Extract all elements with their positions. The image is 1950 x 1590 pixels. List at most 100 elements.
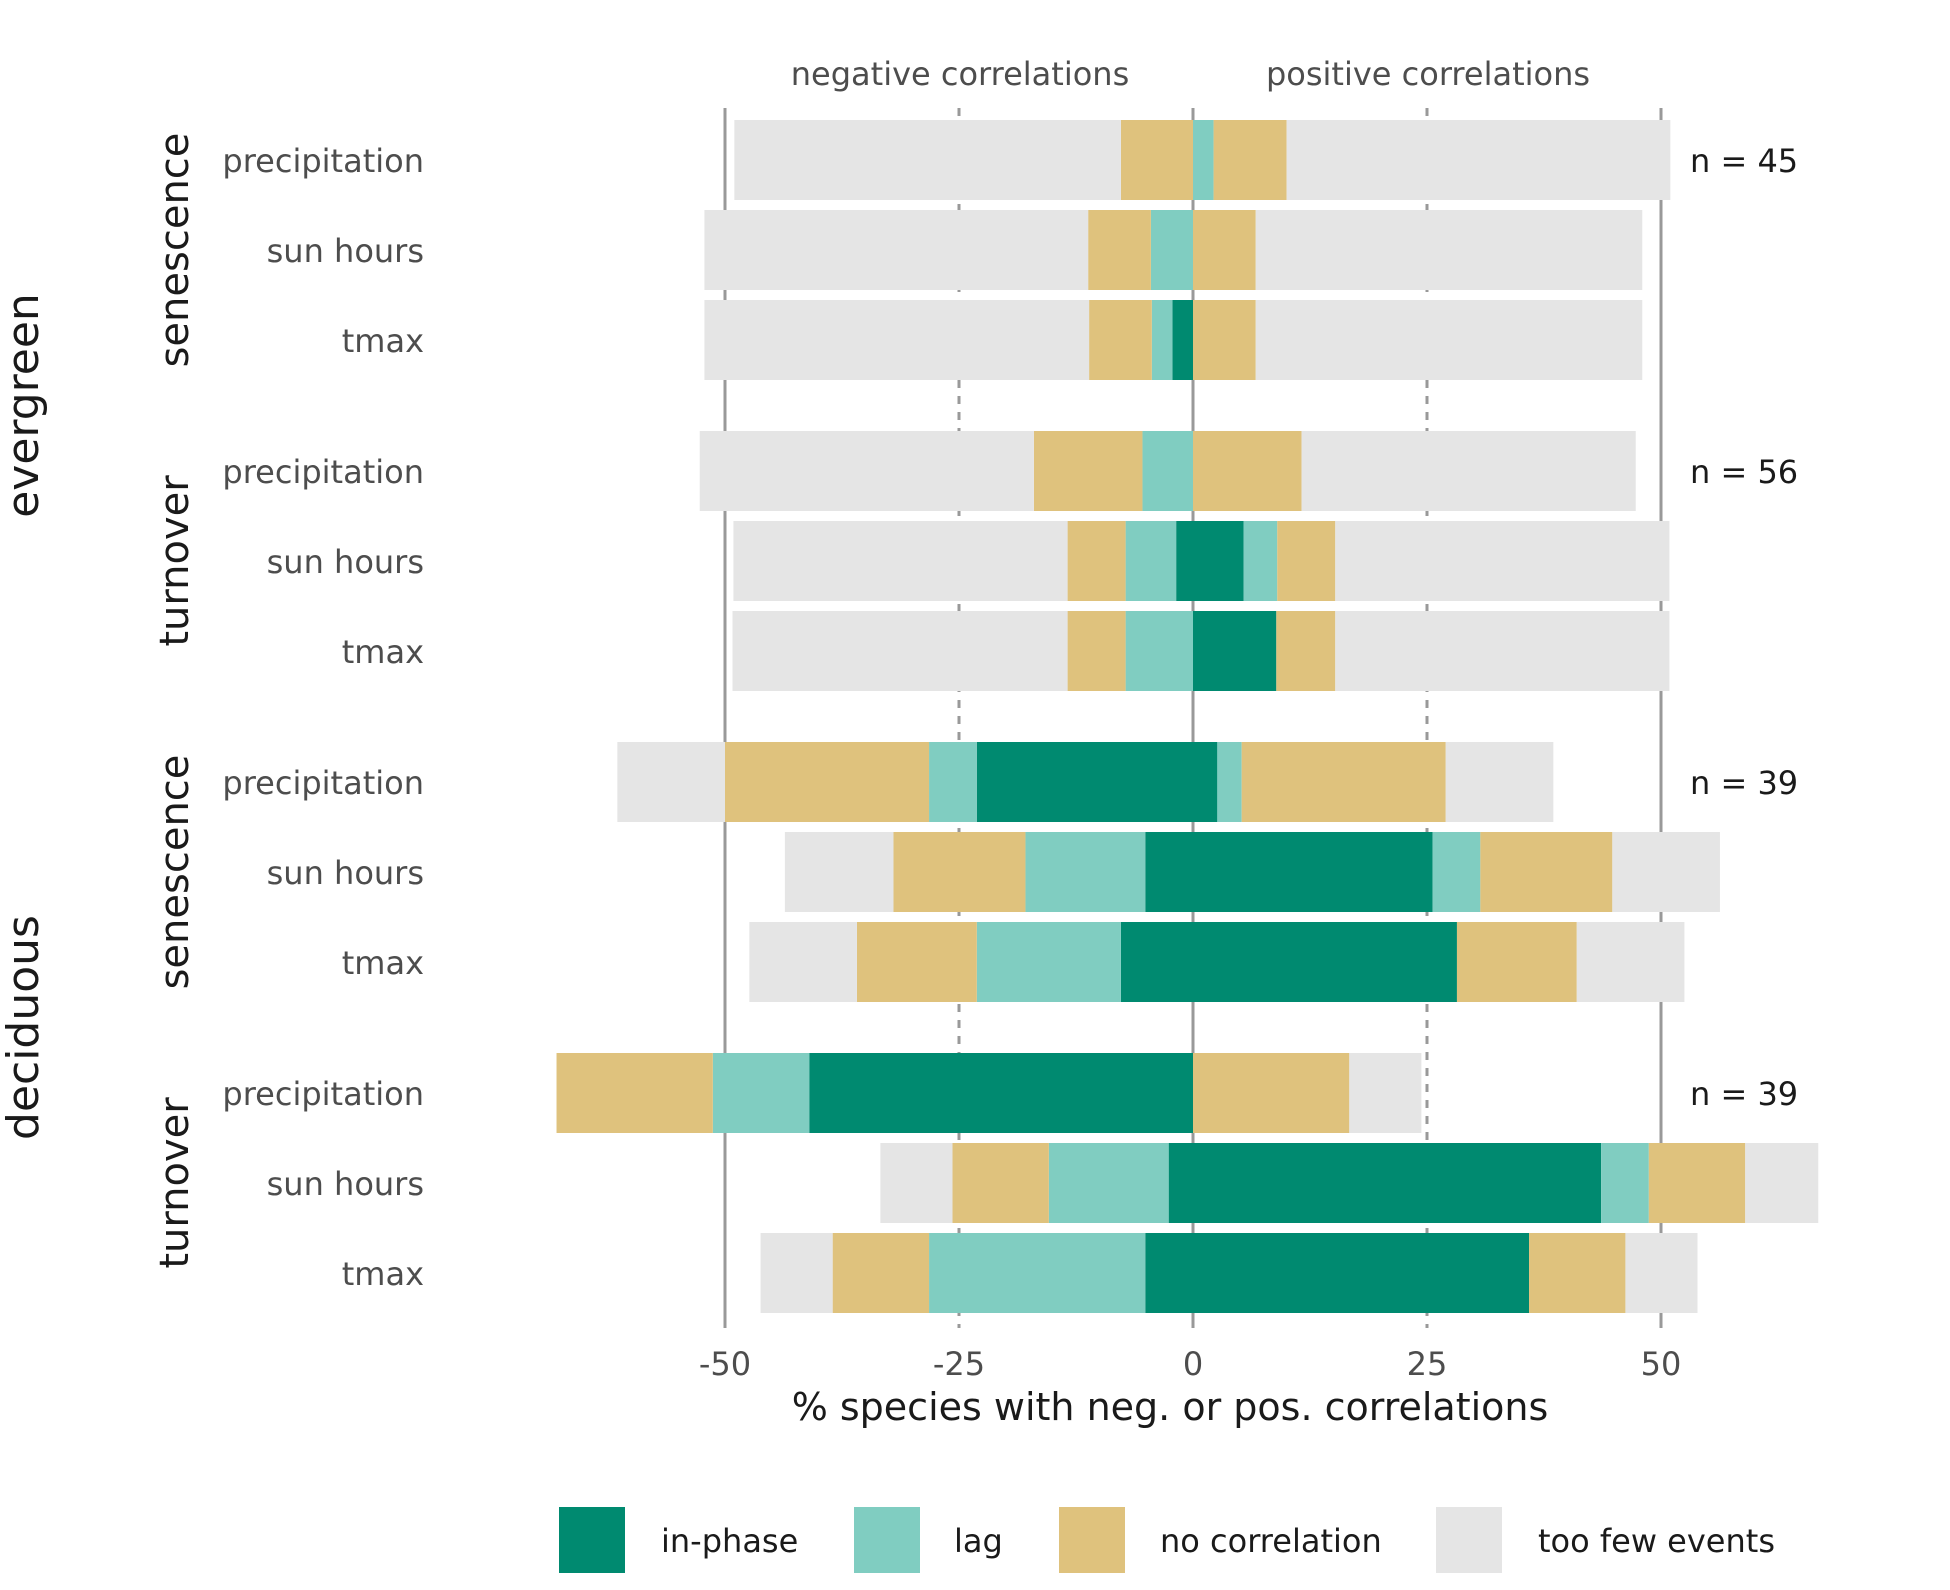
bar-segment-negative [1120, 120, 1193, 200]
bar-segment-negative [734, 120, 1121, 200]
x-tick-label: 50 [1641, 1345, 1682, 1383]
x-tick-label: -25 [933, 1345, 985, 1383]
bar-segment-negative [699, 431, 1034, 511]
legend-label: no correlation [1160, 1522, 1382, 1560]
bar-segment-positive [1349, 1053, 1422, 1133]
bar-segment-positive [1193, 431, 1302, 511]
bar-segment-positive [1193, 120, 1214, 200]
bar-segment-negative [712, 1053, 810, 1133]
bar-segment-positive [1255, 300, 1643, 380]
bar-segment-positive [1255, 210, 1643, 290]
bar-segment-negative [1120, 922, 1193, 1002]
variable-label: tmax [342, 633, 424, 671]
bar-segment-negative [760, 1233, 833, 1313]
bar-segment-negative [784, 832, 894, 912]
bar-segment-positive [1301, 431, 1636, 511]
bar-segment-positive [1241, 742, 1446, 822]
variable-label: tmax [342, 322, 424, 360]
n-count-label: n = 45 [1690, 142, 1798, 180]
bar-segment-negative [1142, 431, 1193, 511]
bar-segment-negative [733, 521, 1068, 601]
variable-label: sun hours [267, 854, 424, 892]
variable-label: sun hours [267, 1165, 424, 1203]
bar-segment-negative [704, 210, 1089, 290]
legend-swatch [557, 1505, 627, 1575]
bar-segment-positive [1745, 1143, 1819, 1223]
variable-label: sun hours [267, 232, 424, 270]
bar-segment-negative [1150, 210, 1193, 290]
bar-segment-negative [1172, 300, 1193, 380]
legend-swatch [1434, 1505, 1504, 1575]
bar-segment-negative [1151, 300, 1173, 380]
bars-layer [556, 120, 1819, 1313]
bar-segment-positive [1213, 120, 1287, 200]
bar-segment-negative [704, 300, 1090, 380]
bar-segment-negative [1067, 611, 1126, 691]
legend-label: lag [954, 1522, 1003, 1560]
bar-segment-positive [1445, 742, 1554, 822]
bar-segment-positive [1193, 300, 1256, 380]
event-label: senescence [152, 133, 198, 368]
x-axis-title: % species with neg. or pos. correlations [792, 1385, 1549, 1429]
bar-segment-negative [929, 742, 977, 822]
bar-segment-negative [1145, 1233, 1193, 1313]
bar-segment-positive [1625, 1233, 1698, 1313]
bar-segment-negative [556, 1053, 713, 1133]
bar-segment-negative [1025, 832, 1146, 912]
bar-segment-positive [1217, 742, 1242, 822]
n-count-label: n = 56 [1690, 453, 1798, 491]
bar-segment-positive [1193, 521, 1244, 601]
event-label: turnover [152, 475, 198, 647]
bar-segment-positive [1277, 521, 1336, 601]
bar-segment-negative [1048, 1143, 1169, 1223]
variable-label: precipitation [222, 764, 424, 802]
variable-label: tmax [342, 1255, 424, 1293]
group-label: evergreen [0, 293, 49, 518]
bar-segment-negative [749, 922, 857, 1002]
bar-segment-positive [1432, 832, 1481, 912]
x-tick-label: 0 [1183, 1345, 1203, 1383]
group-label: deciduous [0, 915, 49, 1140]
legend-label: in-phase [661, 1522, 798, 1560]
bar-segment-negative [893, 832, 1026, 912]
bar-segment-negative [832, 1233, 930, 1313]
bar-segment-positive [1335, 611, 1670, 691]
legend: in-phase lag no correlation too few events [557, 1505, 1775, 1575]
variable-label: precipitation [222, 1075, 424, 1113]
legend-swatch [1057, 1505, 1127, 1575]
bar-segment-positive [1276, 611, 1336, 691]
bar-segment-positive [1193, 832, 1433, 912]
variable-label: tmax [342, 944, 424, 982]
x-tick-label: 25 [1407, 1345, 1448, 1383]
bar-segment-positive [1335, 521, 1670, 601]
bar-segment-negative [1088, 210, 1151, 290]
x-tick-label: -50 [699, 1345, 751, 1383]
bar-segment-positive [1601, 1143, 1649, 1223]
bar-segment-negative [617, 742, 725, 822]
bar-segment-negative [809, 1053, 1193, 1133]
labels-layer: -50 -25 0 25 50 evergreen senescence n = 45 prec… [0, 133, 1798, 1383]
variable-label: precipitation [222, 142, 424, 180]
bar-segment-positive [1286, 120, 1671, 200]
bar-segment-negative [976, 922, 1121, 1002]
bar-segment-negative [1145, 832, 1193, 912]
n-count-label: n = 39 [1690, 764, 1798, 802]
bar-segment-positive [1193, 1143, 1602, 1223]
bar-segment-negative [1125, 611, 1193, 691]
bar-segment-negative [1067, 521, 1126, 601]
n-count-label: n = 39 [1690, 1075, 1798, 1113]
bar-segment-positive [1193, 742, 1218, 822]
bar-segment-negative [1033, 431, 1143, 511]
bar-segment-negative [732, 611, 1068, 691]
event-label: turnover [152, 1097, 198, 1269]
bar-segment-negative [1176, 521, 1193, 601]
bar-segment-positive [1193, 1053, 1350, 1133]
variable-label: precipitation [222, 453, 424, 491]
bar-segment-negative [880, 1143, 953, 1223]
bar-segment-negative [952, 1143, 1049, 1223]
bar-segment-positive [1456, 922, 1577, 1002]
event-label: senescence [152, 755, 198, 990]
bar-segment-positive [1193, 611, 1277, 691]
bar-segment-positive [1193, 210, 1256, 290]
